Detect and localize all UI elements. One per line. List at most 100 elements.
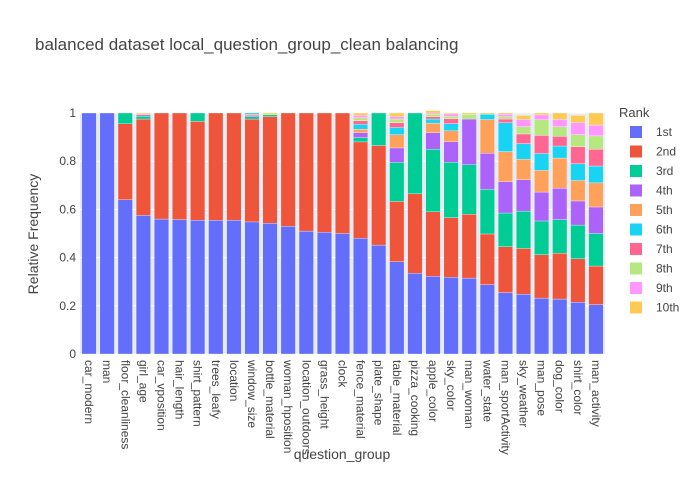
bar-segment-5th[interactable] xyxy=(244,114,260,116)
bar-segment-3rd[interactable] xyxy=(479,189,495,235)
bar-segment-10th[interactable] xyxy=(570,115,586,123)
bar-segment-3rd[interactable] xyxy=(407,112,423,194)
bar-segment-3rd[interactable] xyxy=(570,224,586,259)
bar-segment-4th[interactable] xyxy=(552,188,568,220)
bar-segment-10th[interactable] xyxy=(353,112,368,116)
bar-segment-1st[interactable] xyxy=(570,302,586,355)
legend-label[interactable]: 2nd xyxy=(656,145,676,159)
bar-segment-4th[interactable] xyxy=(534,191,550,222)
bar-segment-10th[interactable] xyxy=(443,112,459,115)
bar-segment-3rd[interactable] xyxy=(443,162,459,218)
legend-swatch[interactable] xyxy=(630,282,642,294)
bar-segment-3rd[interactable] xyxy=(534,220,550,255)
bar-segment-5th[interactable] xyxy=(479,119,495,154)
bar-segment-1st[interactable] xyxy=(317,232,332,355)
bar-segment-1st[interactable] xyxy=(154,218,169,355)
bar-segment-8th[interactable] xyxy=(570,134,586,147)
bar-segment-10th[interactable] xyxy=(534,112,550,116)
bar-segment-1st[interactable] xyxy=(172,219,187,355)
bar-segment-3rd[interactable] xyxy=(389,162,405,202)
bar-segment-2nd[interactable] xyxy=(479,233,495,285)
bar-segment-1st[interactable] xyxy=(479,284,495,355)
bar-segment-1st[interactable] xyxy=(498,292,513,355)
bar-segment-1st[interactable] xyxy=(244,221,260,355)
bar-segment-8th[interactable] xyxy=(443,116,459,119)
legend-swatch[interactable] xyxy=(630,165,642,177)
bar-segment-10th[interactable] xyxy=(461,112,477,115)
legend-label[interactable]: 4th xyxy=(656,184,673,198)
bar-segment-7th[interactable] xyxy=(425,116,441,120)
bar-segment-10th[interactable] xyxy=(425,110,441,114)
bar-segment-4th[interactable] xyxy=(461,118,477,165)
bar-segment-1st[interactable] xyxy=(81,112,97,355)
bar-segment-2nd[interactable] xyxy=(389,201,405,262)
bar-segment-4th[interactable] xyxy=(479,153,495,190)
bar-segment-6th[interactable] xyxy=(425,118,441,124)
bar-segment-10th[interactable] xyxy=(135,112,151,115)
bar-segment-5th[interactable] xyxy=(552,157,568,189)
bar-segment-3rd[interactable] xyxy=(588,233,604,267)
bar-segment-7th[interactable] xyxy=(498,118,513,123)
bar-segment-10th[interactable] xyxy=(552,112,568,120)
bar-segment-3rd[interactable] xyxy=(371,112,387,146)
bar-segment-4th[interactable] xyxy=(135,114,151,117)
bar-segment-1st[interactable] xyxy=(262,222,278,355)
bar-segment-3rd[interactable] xyxy=(135,115,151,120)
bar-segment-4th[interactable] xyxy=(425,132,441,150)
bar-segment-4th[interactable] xyxy=(389,147,405,163)
bar-segment-1st[interactable] xyxy=(516,294,531,355)
bar-segment-2nd[interactable] xyxy=(425,211,441,277)
bar-segment-9th[interactable] xyxy=(498,114,513,117)
bar-segment-3rd[interactable] xyxy=(262,114,278,117)
bar-segment-6th[interactable] xyxy=(534,153,550,171)
bar-segment-1st[interactable] xyxy=(298,230,314,355)
legend-swatch[interactable] xyxy=(630,204,642,216)
bar-segment-3rd[interactable] xyxy=(244,116,260,120)
bar-segment-9th[interactable] xyxy=(588,124,604,137)
bar-segment-8th[interactable] xyxy=(389,118,405,123)
bar-segment-10th[interactable] xyxy=(588,112,604,126)
bar-segment-1st[interactable] xyxy=(407,273,423,355)
bar-segment-1st[interactable] xyxy=(99,112,115,355)
bar-segment-5th[interactable] xyxy=(570,180,586,202)
bar-segment-10th[interactable] xyxy=(498,112,513,115)
bar-segment-4th[interactable] xyxy=(570,200,586,226)
bar-segment-7th[interactable] xyxy=(353,120,368,125)
legend-swatch[interactable] xyxy=(630,262,642,275)
bar-segment-10th[interactable] xyxy=(262,112,278,115)
bar-segment-2nd[interactable] xyxy=(498,246,513,293)
legend-label[interactable]: 5th xyxy=(656,203,673,217)
bar-segment-2nd[interactable] xyxy=(588,265,604,305)
legend-label[interactable]: 9th xyxy=(656,281,673,295)
bar-segment-1st[interactable] xyxy=(534,297,550,355)
bar-segment-8th[interactable] xyxy=(588,135,604,150)
bar-segment-2nd[interactable] xyxy=(371,145,387,246)
bar-segment-10th[interactable] xyxy=(516,115,531,120)
bar-segment-1st[interactable] xyxy=(135,215,151,355)
bar-segment-2nd[interactable] xyxy=(154,112,169,220)
bar-segment-5th[interactable] xyxy=(389,134,405,149)
bar-segment-2nd[interactable] xyxy=(516,248,531,295)
bar-segment-5th[interactable] xyxy=(353,128,368,133)
bar-segment-5th[interactable] xyxy=(534,170,550,193)
legend-label[interactable]: 8th xyxy=(656,262,673,276)
bar-segment-10th[interactable] xyxy=(389,112,405,117)
bar-segment-7th[interactable] xyxy=(516,133,531,144)
bar-segment-2nd[interactable] xyxy=(280,112,296,227)
bar-segment-2nd[interactable] xyxy=(298,112,314,232)
bar-segment-6th[interactable] xyxy=(244,112,260,115)
bar-segment-5th[interactable] xyxy=(443,130,459,142)
bar-segment-4th[interactable] xyxy=(516,179,531,212)
bar-segment-1st[interactable] xyxy=(461,277,477,355)
bar-segment-6th[interactable] xyxy=(443,123,459,131)
bar-segment-2nd[interactable] xyxy=(226,112,242,221)
bar-segment-9th[interactable] xyxy=(443,113,459,117)
bar-segment-2nd[interactable] xyxy=(262,116,278,224)
bar-segment-9th[interactable] xyxy=(534,114,550,120)
bar-segment-4th[interactable] xyxy=(244,115,260,117)
bar-segment-2nd[interactable] xyxy=(461,214,477,279)
bar-segment-1st[interactable] xyxy=(552,298,568,355)
bar-segment-8th[interactable] xyxy=(498,116,513,120)
legend-swatch[interactable] xyxy=(630,184,642,197)
bar-segment-2nd[interactable] xyxy=(407,193,423,274)
